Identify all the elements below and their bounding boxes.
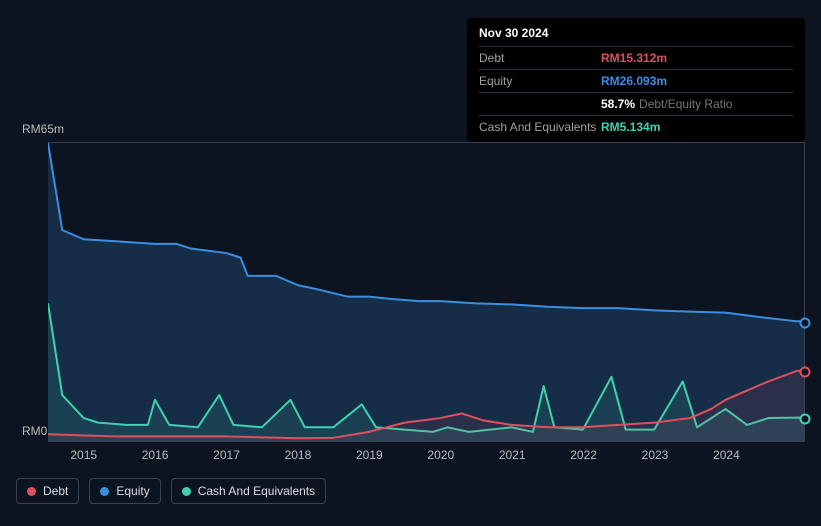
xaxis-label: 2015 (70, 448, 97, 462)
xaxis-label: 2016 (142, 448, 169, 462)
tooltip-ratio: 58.7%Debt/Equity Ratio (601, 97, 732, 111)
xaxis-label: 2017 (213, 448, 240, 462)
tooltip-row: Cash And EquivalentsRM5.134m (479, 115, 793, 138)
xaxis-label: 2023 (642, 448, 669, 462)
tooltip-card: Nov 30 2024 DebtRM15.312mEquityRM26.093m… (467, 18, 805, 142)
end-marker-equity (800, 317, 811, 328)
legend-label: Debt (43, 484, 68, 498)
legend-dot-icon (182, 487, 191, 496)
xaxis-label: 2024 (713, 448, 740, 462)
legend-item-debt[interactable]: Debt (16, 478, 79, 504)
xaxis-label: 2022 (570, 448, 597, 462)
yaxis-min-label: RM0 (22, 424, 47, 438)
legend-item-cash[interactable]: Cash And Equivalents (171, 478, 326, 504)
tooltip-value: RM5.134m (601, 120, 660, 134)
tooltip-date: Nov 30 2024 (479, 26, 793, 46)
xaxis: 2015 2016 2017 2018 2019 2020 2021 2022 2023 2024 (48, 448, 805, 466)
legend: Debt Equity Cash And Equivalents (16, 478, 326, 504)
legend-label: Cash And Equivalents (198, 484, 315, 498)
legend-item-equity[interactable]: Equity (89, 478, 160, 504)
xaxis-label: 2019 (356, 448, 383, 462)
xaxis-label: 2020 (427, 448, 454, 462)
end-marker-debt (800, 367, 811, 378)
tooltip-label (479, 97, 601, 111)
tooltip-row: DebtRM15.312m (479, 46, 793, 69)
tooltip-label: Equity (479, 74, 601, 88)
legend-dot-icon (27, 487, 36, 496)
tooltip-row: EquityRM26.093m (479, 69, 793, 92)
end-marker-cash (800, 414, 811, 425)
tooltip-label: Debt (479, 51, 601, 65)
yaxis-max-label: RM65m (22, 122, 64, 136)
tooltip-label: Cash And Equivalents (479, 120, 601, 134)
legend-label: Equity (116, 484, 149, 498)
tooltip-value: RM26.093m (601, 74, 667, 88)
chart-plot[interactable] (48, 142, 805, 442)
series-area-equity (48, 143, 804, 441)
tooltip-value: RM15.312m (601, 51, 667, 65)
legend-dot-icon (100, 487, 109, 496)
xaxis-label: 2018 (285, 448, 312, 462)
xaxis-label: 2021 (499, 448, 526, 462)
tooltip-row: 58.7%Debt/Equity Ratio (479, 92, 793, 115)
chart-area: RM65m RM0 201520162017201820192020202120… (16, 122, 805, 502)
